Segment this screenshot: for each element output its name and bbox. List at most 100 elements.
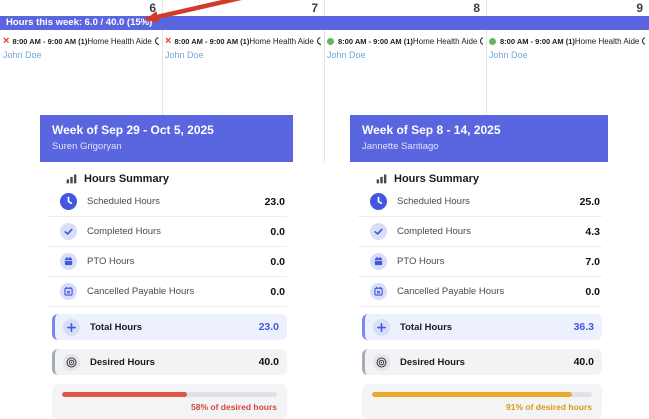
card-title: Week of Sep 29 - Oct 5, 2025 xyxy=(52,123,214,137)
progress-fill xyxy=(62,392,187,397)
progress-track xyxy=(372,392,592,397)
row-pto-hours: PTO Hours 7.0 xyxy=(358,247,602,277)
card-header: Week of Sep 8 - 14, 2025 Jannette Santia… xyxy=(350,115,608,162)
event-time: 8:00 AM - 9:00 AM (1) xyxy=(12,36,88,46)
hours-this-week-banner[interactable]: Hours this week: 6.0 / 40.0 (15%) xyxy=(0,16,649,30)
calendar-x-icon xyxy=(60,283,77,300)
week-summary-card-left: Week of Sep 29 - Oct 5, 2025 Suren Grigo… xyxy=(40,115,293,419)
calendar-icon xyxy=(370,253,387,270)
row-value: 36.3 xyxy=(573,321,594,333)
row-value: 7.0 xyxy=(585,255,600,268)
clock-icon xyxy=(60,193,77,210)
row-value: 40.0 xyxy=(573,356,594,368)
event-day-8[interactable]: 8:00 AM - 9:00 AM (1) Home Health Aide J… xyxy=(324,34,484,60)
cancelled-x-icon: × xyxy=(3,35,10,47)
row-completed-hours: Completed Hours 0.0 xyxy=(48,217,287,247)
event-time: 8:00 AM - 9:00 AM (1) xyxy=(174,36,250,46)
event-service: Home Health Aide xyxy=(574,36,640,46)
card-person: Suren Grigoryan xyxy=(52,141,122,152)
recurring-icon xyxy=(316,37,321,46)
row-value: 40.0 xyxy=(258,356,279,368)
column-divider xyxy=(324,0,325,162)
event-service: Home Health Aide xyxy=(87,36,152,46)
recurring-icon xyxy=(480,37,483,45)
event-service: Home Health Aide xyxy=(249,36,314,46)
desired-hours-row: Desired Hours 40.0 xyxy=(52,349,287,375)
day-number-9[interactable]: 9 xyxy=(636,1,643,15)
event-client-link[interactable]: John Doe xyxy=(165,50,204,60)
row-scheduled-hours: Scheduled Hours 25.0 xyxy=(358,187,602,217)
column-divider xyxy=(162,0,163,162)
day-number-6[interactable]: 6 xyxy=(149,1,156,15)
row-label: Desired Hours xyxy=(90,356,155,368)
event-client-link[interactable]: John Doe xyxy=(489,50,528,60)
row-cancelled-payable-hours: Cancelled Payable Hours 0.0 xyxy=(48,277,287,307)
row-value: 0.0 xyxy=(585,285,600,298)
card-header: Week of Sep 29 - Oct 5, 2025 Suren Grigo… xyxy=(40,115,293,162)
row-label: Total Hours xyxy=(400,321,453,333)
bar-chart-icon xyxy=(376,174,387,184)
progress-caption: 58% of desired hours xyxy=(191,402,277,412)
row-value: 23.0 xyxy=(258,321,279,333)
row-value: 0.0 xyxy=(270,255,285,268)
row-scheduled-hours: Scheduled Hours 23.0 xyxy=(48,187,287,217)
target-icon xyxy=(63,353,80,371)
calendar-icon xyxy=(60,253,77,270)
row-label: Scheduled Hours xyxy=(87,196,160,207)
event-day-9[interactable]: 8:00 AM - 9:00 AM (1) Home Health Aide J… xyxy=(486,34,646,60)
plus-icon xyxy=(63,318,80,336)
event-time: 8:00 AM - 9:00 AM (1) xyxy=(500,36,575,46)
bar-chart-icon xyxy=(66,174,77,184)
section-title: Hours Summary xyxy=(84,172,169,185)
row-label: Completed Hours xyxy=(87,226,161,237)
desired-hours-row: Desired Hours 40.0 xyxy=(362,349,602,375)
calendar-x-icon xyxy=(370,283,387,300)
row-label: Completed Hours xyxy=(397,226,471,237)
progress-track xyxy=(62,392,277,397)
recurring-icon xyxy=(642,37,645,45)
row-label: Scheduled Hours xyxy=(397,196,470,207)
row-completed-hours: Completed Hours 4.3 xyxy=(358,217,602,247)
row-label: Total Hours xyxy=(90,321,143,333)
row-value: 25.0 xyxy=(579,195,600,208)
check-icon xyxy=(60,223,77,240)
row-pto-hours: PTO Hours 0.0 xyxy=(48,247,287,277)
row-label: Cancelled Payable Hours xyxy=(397,286,505,297)
cancelled-x-icon: × xyxy=(165,35,172,47)
row-label: PTO Hours xyxy=(87,256,135,267)
plus-icon xyxy=(373,318,390,336)
progress-caption: 91% of desired hours xyxy=(506,402,592,412)
section-title: Hours Summary xyxy=(394,172,479,185)
confirmed-dot-icon xyxy=(327,37,334,45)
row-value: 23.0 xyxy=(264,195,285,208)
recurring-icon xyxy=(154,37,159,46)
row-label: Cancelled Payable Hours xyxy=(87,286,195,297)
check-icon xyxy=(370,223,387,240)
clock-icon xyxy=(370,193,387,210)
total-hours-row: Total Hours 23.0 xyxy=(52,314,287,340)
row-value: 0.0 xyxy=(270,225,285,238)
day-number-8[interactable]: 8 xyxy=(473,1,480,15)
column-divider xyxy=(486,0,487,162)
total-hours-row: Total Hours 36.3 xyxy=(362,314,602,340)
desired-hours-progress: 91% of desired hours xyxy=(362,384,602,419)
desired-hours-progress: 58% of desired hours xyxy=(52,384,287,419)
event-time: 8:00 AM - 9:00 AM (1) xyxy=(338,36,413,46)
event-day-6[interactable]: × 8:00 AM - 9:00 AM (1) Home Health Aide… xyxy=(0,34,160,60)
week-summary-card-right: Week of Sep 8 - 14, 2025 Jannette Santia… xyxy=(350,115,608,419)
row-label: PTO Hours xyxy=(397,256,445,267)
row-cancelled-payable-hours: Cancelled Payable Hours 0.0 xyxy=(358,277,602,307)
target-icon xyxy=(373,353,390,371)
row-label: Desired Hours xyxy=(400,356,465,368)
event-service: Home Health Aide xyxy=(412,36,478,46)
progress-fill xyxy=(372,392,573,397)
event-client-link[interactable]: John Doe xyxy=(3,50,42,60)
confirmed-dot-icon xyxy=(489,37,496,45)
card-title: Week of Sep 8 - 14, 2025 xyxy=(362,123,501,137)
event-client-link[interactable]: John Doe xyxy=(327,50,366,60)
event-day-7[interactable]: × 8:00 AM - 9:00 AM (1) Home Health Aide… xyxy=(162,34,322,60)
card-person: Jannette Santiago xyxy=(362,141,439,152)
row-value: 4.3 xyxy=(585,225,600,238)
row-value: 0.0 xyxy=(270,285,285,298)
day-number-7[interactable]: 7 xyxy=(311,1,318,15)
